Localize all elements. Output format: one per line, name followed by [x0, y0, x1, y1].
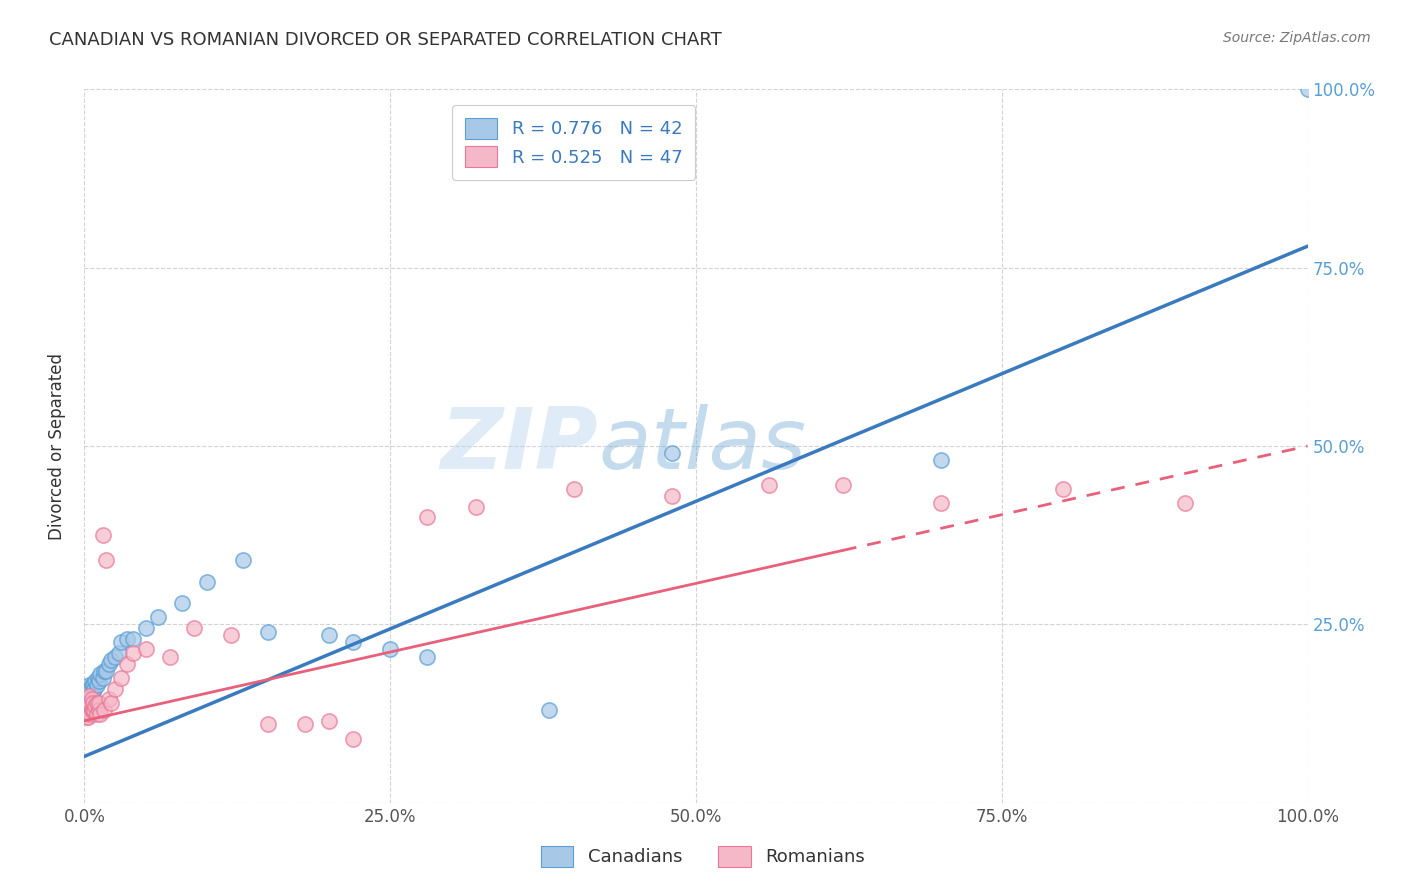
Point	[93, 703, 115, 717]
Point	[84, 674, 107, 689]
Point	[115, 632, 138, 646]
Point	[77, 696, 100, 710]
Point	[115, 657, 138, 671]
Point	[122, 646, 145, 660]
Point	[77, 689, 100, 703]
Point	[135, 642, 157, 657]
Legend: Canadians, Romanians: Canadians, Romanians	[534, 838, 872, 874]
Point	[76, 696, 98, 710]
Point	[87, 696, 110, 710]
Point	[87, 703, 110, 717]
Point	[89, 706, 111, 721]
Point	[77, 699, 100, 714]
Point	[195, 574, 218, 589]
Point	[464, 500, 486, 514]
Point	[77, 710, 100, 724]
Point	[79, 706, 101, 721]
Point	[661, 489, 683, 503]
Point	[87, 671, 110, 685]
Point	[183, 621, 205, 635]
Text: Source: ZipAtlas.com: Source: ZipAtlas.com	[1223, 31, 1371, 45]
Point	[929, 453, 952, 467]
Point	[82, 703, 104, 717]
Point	[100, 653, 122, 667]
Point	[416, 649, 439, 664]
Point	[89, 667, 111, 681]
Point	[104, 649, 127, 664]
Point	[342, 635, 364, 649]
Point	[562, 482, 585, 496]
Point	[96, 664, 118, 678]
Point	[110, 635, 132, 649]
Text: ZIP: ZIP	[440, 404, 598, 488]
Point	[77, 696, 100, 710]
Point	[82, 678, 104, 692]
Point	[929, 496, 952, 510]
Point	[86, 706, 108, 721]
Point	[75, 703, 97, 717]
Point	[100, 696, 122, 710]
Point	[91, 671, 114, 685]
Point	[75, 703, 97, 717]
Point	[80, 703, 103, 717]
Point	[77, 685, 100, 699]
Point	[79, 696, 101, 710]
Point	[135, 621, 157, 635]
Point	[380, 642, 402, 657]
Y-axis label: Divorced or Separated: Divorced or Separated	[48, 352, 66, 540]
Point	[219, 628, 242, 642]
Point	[84, 699, 107, 714]
Point	[80, 692, 103, 706]
Point	[831, 478, 853, 492]
Point	[97, 692, 120, 706]
Point	[318, 628, 340, 642]
Point	[83, 703, 105, 717]
Legend: R = 0.776   N = 42, R = 0.525   N = 47: R = 0.776 N = 42, R = 0.525 N = 47	[453, 105, 695, 179]
Text: CANADIAN VS ROMANIAN DIVORCED OR SEPARATED CORRELATION CHART: CANADIAN VS ROMANIAN DIVORCED OR SEPARAT…	[49, 31, 721, 49]
Point	[146, 610, 169, 624]
Point	[93, 664, 115, 678]
Point	[318, 714, 340, 728]
Point	[96, 553, 118, 567]
Point	[86, 696, 108, 710]
Point	[76, 710, 98, 724]
Point	[1296, 82, 1319, 96]
Point	[107, 646, 129, 660]
Point	[77, 689, 100, 703]
Point	[86, 678, 108, 692]
Point	[80, 678, 103, 692]
Point	[79, 685, 101, 699]
Point	[1052, 482, 1074, 496]
Point	[82, 696, 104, 710]
Point	[91, 528, 114, 542]
Point	[416, 510, 439, 524]
Point	[76, 699, 98, 714]
Point	[257, 624, 280, 639]
Point	[758, 478, 780, 492]
Point	[257, 717, 280, 731]
Text: atlas: atlas	[598, 404, 806, 488]
Point	[110, 671, 132, 685]
Point	[159, 649, 181, 664]
Point	[661, 446, 683, 460]
Point	[538, 703, 561, 717]
Point	[104, 681, 127, 696]
Point	[97, 657, 120, 671]
Point	[75, 692, 97, 706]
Point	[79, 681, 101, 696]
Point	[232, 553, 254, 567]
Point	[83, 681, 105, 696]
Point	[172, 596, 194, 610]
Point	[342, 731, 364, 746]
Point	[87, 674, 110, 689]
Point	[82, 685, 104, 699]
Point	[80, 689, 103, 703]
Point	[294, 717, 316, 731]
Point	[1174, 496, 1197, 510]
Point	[77, 678, 100, 692]
Point	[122, 632, 145, 646]
